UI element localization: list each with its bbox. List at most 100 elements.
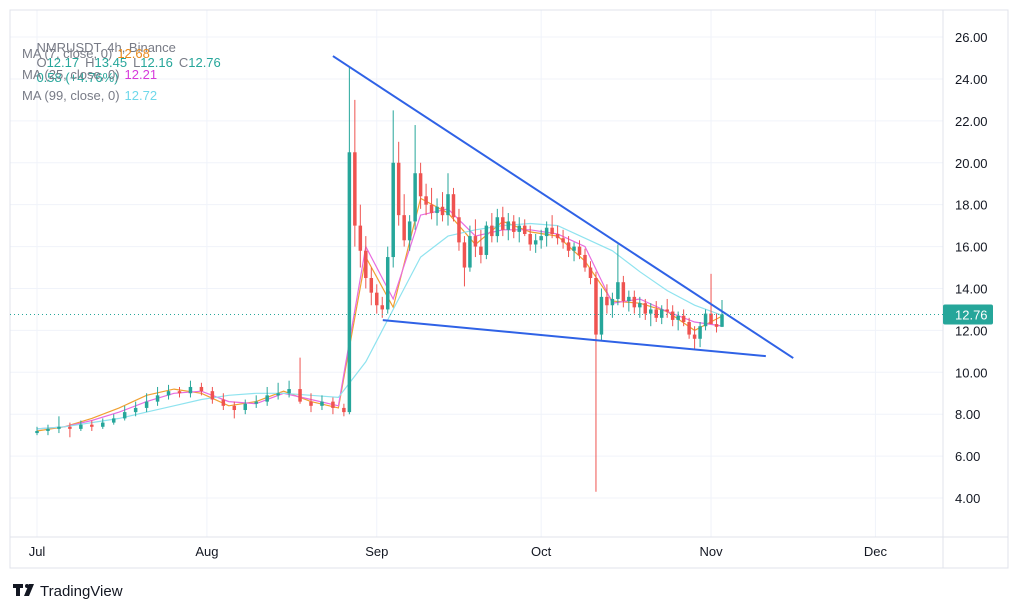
candle xyxy=(375,284,379,314)
y-tick-label: 10.00 xyxy=(955,365,988,380)
candle xyxy=(720,300,724,328)
ohlc-value: 12.17 xyxy=(46,55,80,70)
candle-body xyxy=(610,298,615,306)
candle-body xyxy=(385,257,390,310)
candle-body xyxy=(429,204,434,214)
candle-body xyxy=(375,292,379,306)
candle-body xyxy=(446,194,450,216)
candle-body xyxy=(418,173,423,197)
candle-body xyxy=(473,236,478,247)
candle xyxy=(68,422,72,438)
ma-value: 12.68 xyxy=(117,46,150,61)
candle xyxy=(446,173,450,226)
candle xyxy=(555,225,560,245)
candle xyxy=(550,215,554,239)
candle-body xyxy=(643,303,648,314)
candle-body xyxy=(555,234,560,239)
candle xyxy=(144,393,149,413)
candle xyxy=(495,208,500,243)
candle-body xyxy=(122,412,127,419)
candle xyxy=(572,242,576,262)
x-tick-label: Sep xyxy=(365,544,388,559)
last-price-box xyxy=(943,304,993,325)
ohlc: O12.17 H13.45 L12.16 C12.76 xyxy=(36,55,226,70)
candle xyxy=(243,399,248,415)
candle xyxy=(254,395,258,408)
candle-body xyxy=(309,401,313,406)
candle xyxy=(670,305,675,327)
candle-body xyxy=(155,395,160,402)
candle-body xyxy=(265,395,269,402)
candle xyxy=(122,405,127,421)
ma-name: MA (99, close, 0) xyxy=(22,88,120,103)
candle xyxy=(166,384,171,400)
candle xyxy=(46,424,50,436)
candle xyxy=(413,125,417,230)
candle xyxy=(358,204,363,268)
candle-body xyxy=(544,227,549,237)
candle xyxy=(276,382,280,400)
candle-body xyxy=(533,240,538,245)
candle xyxy=(342,403,346,417)
candle-body xyxy=(659,309,664,318)
x-tick-label: Aug xyxy=(195,544,218,559)
candle xyxy=(632,290,637,314)
candle xyxy=(533,234,538,253)
candle-body xyxy=(632,296,637,308)
candle-body xyxy=(692,334,697,339)
candle xyxy=(517,217,521,243)
y-tick-label: 20.00 xyxy=(955,156,988,171)
candle-body xyxy=(681,315,686,323)
candle xyxy=(484,221,489,260)
candle-body xyxy=(462,242,467,268)
ohlc-value: 12.16 xyxy=(140,55,173,70)
candle xyxy=(35,426,39,436)
candle-body xyxy=(221,399,226,406)
candle xyxy=(522,219,527,237)
candle-body xyxy=(676,315,680,320)
candle xyxy=(501,206,505,237)
candle-body xyxy=(522,225,527,235)
candle-body xyxy=(649,309,653,314)
candle-body xyxy=(594,278,598,335)
candle xyxy=(101,418,105,429)
candle xyxy=(155,386,160,406)
candle xyxy=(265,386,269,406)
candle xyxy=(451,187,456,222)
candle-body xyxy=(506,221,511,230)
candle-body xyxy=(484,225,489,255)
candle xyxy=(385,246,390,314)
candle-body xyxy=(407,221,412,241)
candle xyxy=(309,393,313,413)
candle xyxy=(638,296,642,318)
y-tick-label: 4.00 xyxy=(955,491,980,506)
candle-body xyxy=(347,152,352,413)
candle-body xyxy=(199,386,204,392)
candle-body xyxy=(572,246,576,251)
candle xyxy=(199,382,204,396)
candle-body xyxy=(391,162,395,258)
candle-body xyxy=(457,217,461,243)
ma-line xyxy=(36,222,723,430)
candle-body xyxy=(440,206,445,216)
candle-body xyxy=(380,305,384,310)
ma-value: 12.72 xyxy=(124,88,158,103)
symbol: NMRUSDT, 4h, Binance xyxy=(36,40,176,55)
candle-body xyxy=(621,282,626,302)
candle xyxy=(298,357,302,404)
candle-body xyxy=(490,225,494,237)
candle-body xyxy=(616,282,620,299)
candle xyxy=(709,273,713,325)
candle xyxy=(490,213,494,243)
candle-body xyxy=(703,313,708,327)
candle xyxy=(424,183,428,216)
candle xyxy=(188,380,193,398)
candle-body xyxy=(435,206,439,214)
candle-body xyxy=(144,401,149,408)
candle-body xyxy=(364,250,368,279)
candle-body xyxy=(495,217,500,237)
candle xyxy=(692,326,697,350)
candle xyxy=(396,141,401,226)
candle-body xyxy=(468,236,472,268)
